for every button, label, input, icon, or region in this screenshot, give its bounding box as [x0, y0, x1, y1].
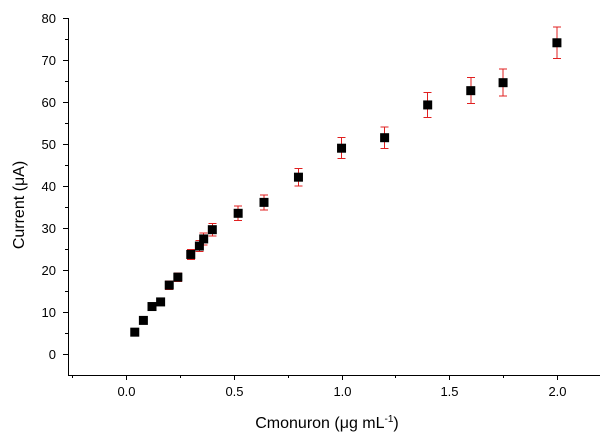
data-points — [130, 38, 562, 337]
y-tick-label: 20 — [42, 263, 56, 278]
data-point — [259, 197, 269, 207]
x-tick-label: 0.5 — [225, 384, 243, 399]
data-point — [130, 327, 140, 337]
data-point — [173, 272, 183, 282]
error-bars — [130, 26, 561, 337]
x-tick-label: 1.5 — [440, 384, 458, 399]
data-point — [164, 280, 174, 290]
y-axis-label: Current (μA) — [11, 161, 28, 249]
x-tick-label: 2.0 — [548, 384, 566, 399]
data-point — [552, 38, 562, 48]
y-tick-label: 60 — [42, 95, 56, 110]
y-tick-label: 80 — [42, 11, 56, 26]
data-point — [423, 100, 433, 110]
y-tick-label: 40 — [42, 179, 56, 194]
x-tick-label: 0.0 — [117, 384, 135, 399]
data-point — [186, 249, 196, 259]
data-point — [207, 225, 217, 235]
y-ticks: 0 10 20 30 40 50 60 70 80 — [42, 11, 68, 362]
x-ticks: 0.0 0.5 1.0 1.5 2.0 — [72, 375, 567, 399]
data-point — [293, 172, 303, 182]
x-axis-label-superscript: -1 — [385, 414, 394, 425]
y-tick-label: 50 — [42, 137, 56, 152]
y-tick-label: 10 — [42, 305, 56, 320]
axes — [68, 18, 600, 376]
x-axis-label: Cmonuron (μg mL-1) — [255, 414, 399, 432]
x-axis-label-close: ) — [393, 415, 398, 432]
y-tick-label: 0 — [49, 347, 56, 362]
x-axis-label-main: Cmonuron (μg mL — [255, 415, 384, 432]
data-point — [380, 133, 390, 143]
data-point — [498, 78, 508, 88]
y-tick-label: 30 — [42, 221, 56, 236]
data-point — [199, 234, 209, 244]
data-point — [194, 241, 204, 251]
data-point — [156, 297, 166, 307]
data-point — [233, 208, 243, 218]
x-tick-label: 1.0 — [333, 384, 351, 399]
y-tick-label: 70 — [42, 53, 56, 68]
data-point — [147, 302, 157, 312]
data-point — [337, 143, 347, 153]
data-point — [138, 315, 148, 325]
data-point — [466, 86, 476, 96]
